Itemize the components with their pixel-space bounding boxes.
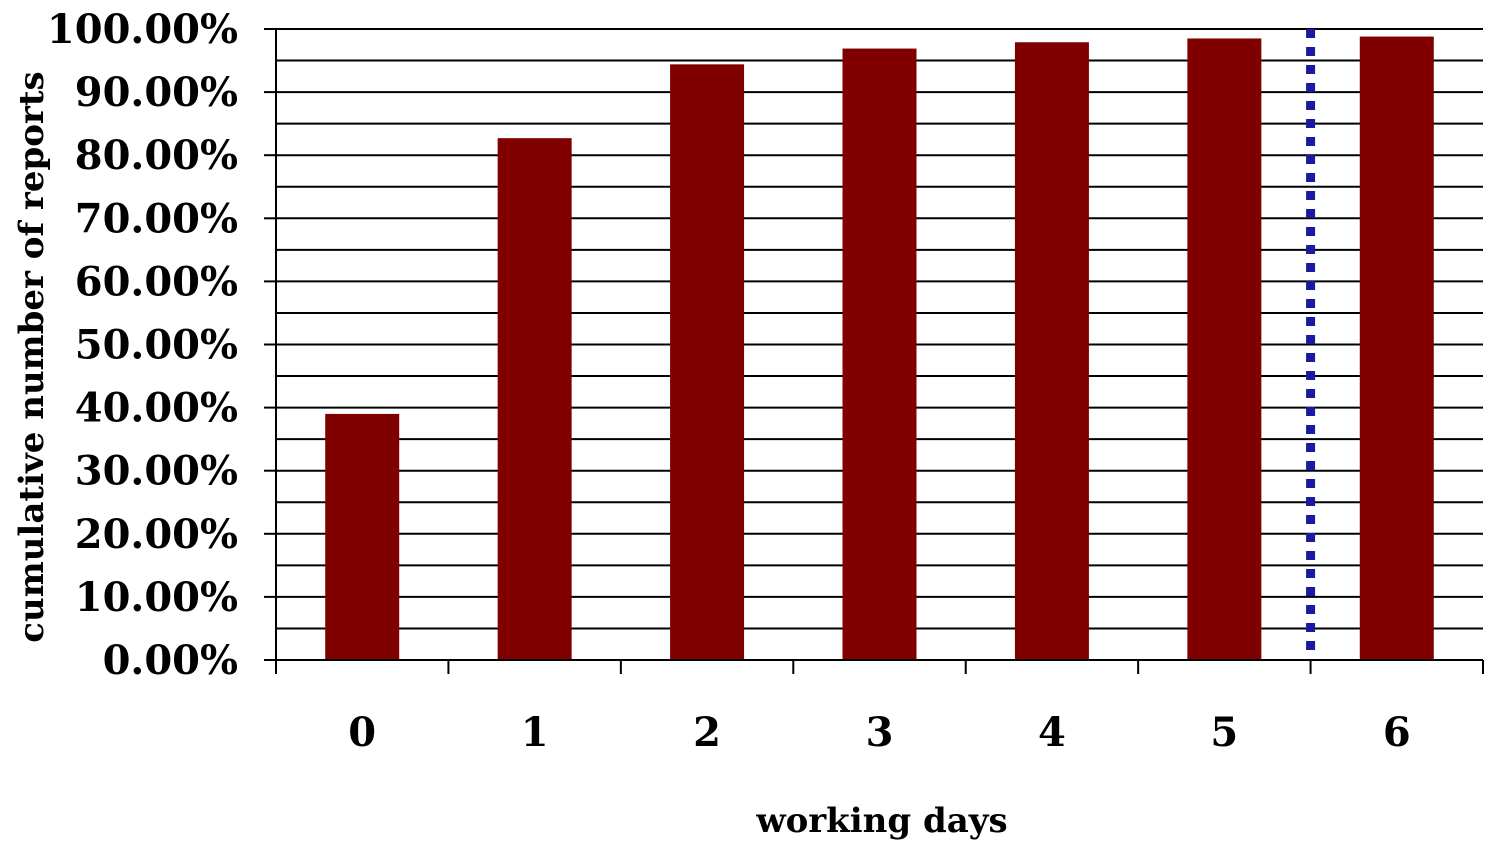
y-tick-label: 40.00% [75,385,238,432]
x-axis-label: working days [755,801,1007,841]
y-tick-label: 20.00% [75,511,238,558]
x-tick-label: 1 [521,709,549,756]
x-tick-labels: 0 1 2 3 4 5 6 [348,709,1410,756]
y-tick-label: 60.00% [75,258,238,305]
bar-5 [1187,38,1262,660]
bar-4 [1014,42,1089,661]
y-tick-label: 70.00% [75,195,238,242]
x-tick-label: 0 [348,709,376,756]
y-axis-label: cumulative number of reports [12,71,52,642]
bar-3 [842,48,917,661]
x-tick-label: 5 [1210,709,1238,756]
y-tick-label: 80.00% [75,132,238,179]
x-tick-label: 3 [866,709,894,756]
y-tick-label: 90.00% [75,69,238,116]
axes [264,28,1484,674]
bars [325,36,1434,661]
x-tick-label: 2 [693,709,721,756]
y-tick-label: 0.00% [103,637,238,684]
y-tick-labels: 0.00% 10.00% 20.00% 30.00% 40.00% 50.00% 60.00… [47,6,238,684]
y-tick-label: 100.00% [47,6,238,53]
y-tick-label: 10.00% [75,574,238,621]
y-tick-label: 50.00% [75,322,238,369]
bar-1 [497,138,572,661]
bar-0 [325,413,400,660]
x-tick-label: 4 [1038,709,1066,756]
y-tick-label: 30.00% [75,448,238,495]
x-tick-label: 6 [1383,709,1411,756]
bar-2 [670,64,745,660]
bar-6 [1359,36,1434,660]
